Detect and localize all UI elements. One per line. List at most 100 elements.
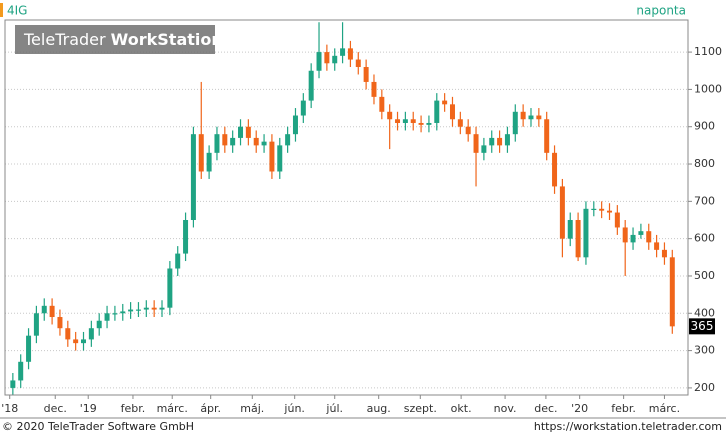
candle-body [536,115,542,120]
candle-body [151,307,157,310]
candle-body [57,317,63,329]
y-tick-label: 400 [694,306,715,319]
candle-body [402,119,408,123]
candle-body [591,208,597,211]
candle-body [104,313,110,321]
x-tick-label: aug. [367,402,391,415]
x-tick-label: nov. [494,402,517,415]
candle-body [606,210,612,213]
symbol-title: 4IG [7,4,27,18]
symbol-marker [0,3,3,17]
candle-body [340,48,346,56]
candle-body [198,134,204,172]
candle-body [261,141,267,146]
candle-body [253,137,259,146]
candle-body [426,122,432,125]
candle-body [159,307,165,310]
y-tick-label: 500 [694,269,715,282]
x-tick-label: márc. [157,402,188,415]
candle-body [520,111,526,120]
candle-body [175,253,181,269]
candle-body [65,328,71,340]
candle-body [630,234,636,243]
candle-body [497,137,503,146]
candle-body [434,100,440,123]
x-tick-label: '20 [571,402,588,415]
candle-body [230,137,236,146]
candle-body [614,212,620,228]
candle-body [73,339,79,344]
x-tick-label: dec. [534,402,557,415]
plot-frame [4,19,689,396]
candle-body [489,137,495,146]
candle-body [442,100,448,105]
y-tick-label: 900 [694,120,715,133]
x-tick-label: ápr. [200,402,221,415]
candle-body [355,59,361,68]
candle-body [528,115,534,120]
y-tick-label: 300 [694,344,715,357]
x-tick-label: dec. [44,402,67,415]
x-tick-label: márc. [649,402,680,415]
candle-body [347,48,353,60]
candle-body [332,55,338,64]
x-tick-label: '19 [80,402,97,415]
candle-body [449,104,455,120]
candle-body [599,208,605,211]
candle-body [222,134,228,146]
x-tick-label: máj. [240,402,264,415]
x-tick-label: '18 [1,402,18,415]
candle-body [559,186,565,239]
candle-body [245,126,251,138]
candle-body [49,305,55,318]
candle-body [583,208,589,258]
candle-body [300,100,306,116]
last-price-box [689,318,715,335]
candle-body [96,320,102,329]
footer-url: https://workstation.teletrader.com [534,420,722,433]
candle-body [324,52,330,64]
candle-body [190,134,196,220]
candle-body [481,145,487,153]
candle-body [18,361,24,381]
candle-body [285,134,291,146]
candle-body [544,119,550,153]
candle-body [669,257,675,327]
candle-body [120,311,126,314]
candle-body [646,231,652,243]
y-tick-label: 200 [694,381,715,394]
candle-body [418,122,424,125]
x-tick-label: febr. [611,402,636,415]
candle-body [308,70,314,101]
y-tick-label: 1000 [694,82,722,95]
candle-body [143,307,149,310]
candle-body [88,328,94,340]
x-tick-label: szept. [404,402,437,415]
x-tick-label: júl. [325,402,343,415]
watermark-box [15,25,215,54]
candle-body [395,119,401,123]
watermark: TeleTrader WorkStation [23,30,223,49]
candle-body [457,119,463,127]
y-tick-label: 1100 [694,45,722,58]
candle-body [363,67,369,82]
candle-body [316,52,322,71]
y-tick-label: 700 [694,194,715,207]
candle-body [379,96,385,112]
candle-body [206,152,212,172]
candle-body [112,313,118,315]
x-tick-label: okt. [451,402,472,415]
candle-body [638,231,644,235]
candle-body [214,134,220,153]
y-tick-label: 600 [694,232,715,245]
candle-body [277,145,283,172]
candle-body [238,126,244,138]
candle-body [183,220,189,254]
candle-body [371,81,377,97]
candle-body [512,111,518,135]
candle-body [622,227,628,243]
candle-body [269,141,275,172]
candle-body [10,380,16,388]
candle-body [292,115,298,135]
